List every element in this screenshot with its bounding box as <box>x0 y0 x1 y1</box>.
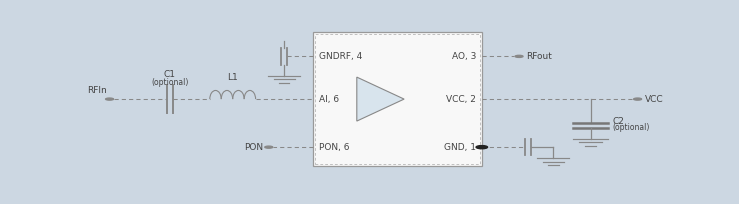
Text: (optional): (optional) <box>151 78 188 86</box>
Text: C1: C1 <box>164 70 176 79</box>
Bar <box>315 34 480 164</box>
Text: PON, 6: PON, 6 <box>319 143 349 152</box>
Polygon shape <box>357 77 404 121</box>
Circle shape <box>515 55 523 58</box>
Circle shape <box>106 98 114 100</box>
Text: AO, 3: AO, 3 <box>452 52 476 61</box>
Text: GNDRF, 4: GNDRF, 4 <box>319 52 362 61</box>
Circle shape <box>633 98 641 100</box>
Text: L1: L1 <box>228 73 238 82</box>
Text: VCC, 2: VCC, 2 <box>446 95 476 104</box>
Circle shape <box>476 146 488 149</box>
Text: VCC: VCC <box>644 95 663 104</box>
Text: PON: PON <box>244 143 263 152</box>
Circle shape <box>265 146 273 148</box>
Text: AI, 6: AI, 6 <box>319 95 338 104</box>
Bar <box>313 32 482 166</box>
Text: RFout: RFout <box>526 52 552 61</box>
Text: GND, 1: GND, 1 <box>444 143 476 152</box>
Text: C2: C2 <box>613 116 624 126</box>
Text: RFIn: RFIn <box>87 86 106 95</box>
Text: (optional): (optional) <box>613 123 650 132</box>
